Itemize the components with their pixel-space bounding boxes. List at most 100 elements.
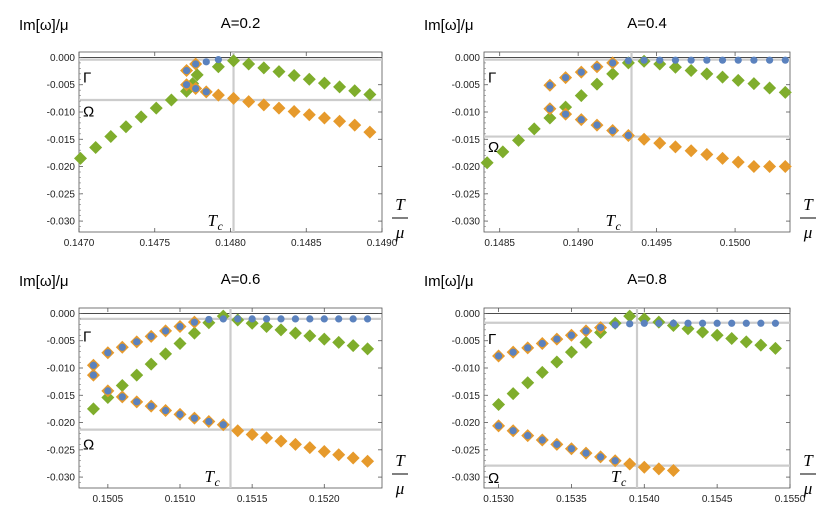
omega-label: Ω [83, 103, 94, 120]
green-diamond-point [716, 70, 730, 84]
green-diamond-point [74, 151, 88, 165]
blue-circle-point [609, 126, 617, 135]
green-diamond-point [130, 368, 144, 382]
x-axis-label: T [803, 451, 814, 470]
green-diamond-point [564, 345, 578, 359]
blue-circle-point [363, 315, 372, 323]
green-diamond-point [763, 81, 777, 95]
blue-circle-point [234, 315, 242, 323]
green-diamond-point [101, 390, 115, 404]
blue-circle-point [147, 402, 155, 410]
orange-diamond-point [700, 148, 714, 162]
gamma-label: Γ [83, 328, 91, 345]
blue-circle-point [509, 348, 517, 356]
y-tick-label: -0.015 [47, 135, 76, 146]
blue-circle-point [757, 319, 765, 327]
blue-circle-point [190, 414, 199, 422]
y-tick-label: -0.030 [47, 473, 76, 484]
green-diamond-point [115, 378, 129, 392]
blue-circle-point [176, 322, 184, 331]
x-tick-label: 0.1480 [215, 238, 246, 249]
plot-frame [78, 51, 383, 233]
blue-circle-point [611, 457, 619, 465]
green-diamond-point [288, 326, 302, 340]
x-tick-label: 0.1520 [309, 494, 340, 505]
blue-circle-point [713, 319, 721, 327]
y-tick-label: -0.010 [452, 108, 481, 119]
x-tick-label: 0.1485 [291, 238, 322, 249]
blue-circle-point [291, 315, 300, 323]
chart-panel-3: 0.000 -0.005 -0.010 -0.015 -0.020 -0.025 -0.03… [19, 271, 408, 505]
blue-circle-point [262, 315, 271, 323]
blue-circle-point [640, 56, 648, 64]
tc-label-subscript: c [215, 475, 221, 489]
green-diamond-point [480, 156, 494, 170]
chart-title: A=0.8 [627, 271, 667, 288]
blue-circle-point [718, 56, 727, 64]
blue-circle-point [640, 319, 648, 327]
x-tick-label: 0.1535 [556, 494, 587, 505]
green-diamond-point [104, 130, 118, 144]
y-axis-label: Im[ω]/μ [424, 273, 474, 290]
blue-circle-point [567, 331, 576, 339]
y-tick-label: -0.005 [47, 336, 76, 347]
y-tick-label: -0.005 [452, 336, 481, 347]
y-axis-label: Im[ω]/μ [19, 273, 69, 290]
x-tick-label: 0.1545 [702, 494, 733, 505]
y-tick-label: 0.000 [455, 309, 480, 320]
green-diamond-point [227, 54, 241, 68]
blue-circle-point [596, 324, 605, 332]
blue-circle-point [781, 56, 789, 64]
green-diamond-point [492, 398, 506, 412]
x-axis-label-denominator: μ [803, 223, 813, 242]
x-tick-label: 0.1490 [563, 238, 594, 249]
blue-circle-point [698, 319, 707, 327]
blue-circle-point [655, 319, 663, 327]
green-diamond-point [579, 335, 593, 349]
green-diamond-point [725, 332, 739, 346]
blue-circle-point [771, 319, 780, 327]
blue-circle-point [219, 315, 227, 323]
blue-circle-point [219, 421, 227, 429]
blue-circle-point [656, 56, 664, 64]
orange-diamond-point [260, 431, 274, 445]
y-tick-label: -0.020 [452, 162, 481, 173]
blue-circle-point [562, 74, 570, 82]
blue-circle-point [509, 427, 517, 435]
tc-label: T [606, 211, 617, 230]
green-diamond-point [144, 357, 158, 371]
blue-circle-point [562, 110, 570, 118]
orange-diamond-point [317, 111, 331, 125]
x-tick-label: 0.1530 [483, 494, 514, 505]
gamma-label: Γ [488, 331, 496, 348]
blue-circle-point [546, 105, 554, 113]
x-axis-label-denominator: μ [395, 223, 405, 242]
blue-circle-point [671, 56, 680, 64]
green-diamond-point [134, 110, 148, 124]
x-axis-label-denominator: μ [395, 479, 405, 498]
orange-diamond-point [333, 114, 347, 128]
x-axis-label: T [395, 195, 406, 214]
green-diamond-point [521, 376, 535, 390]
orange-diamond-point [684, 144, 698, 158]
blue-circle-point [609, 59, 617, 67]
green-diamond-point [710, 328, 724, 342]
blue-circle-point [118, 393, 126, 401]
green-diamond-point [623, 309, 637, 323]
orange-diamond-point [361, 454, 375, 468]
blue-circle-point [349, 315, 357, 323]
orange-diamond-point [763, 160, 777, 174]
x-tick-label: 0.1485 [484, 238, 515, 249]
green-diamond-point [731, 73, 745, 87]
y-tick-label: -0.030 [47, 217, 76, 228]
blue-circle-point [214, 56, 222, 64]
blue-circle-point [734, 56, 742, 64]
blue-circle-point [277, 315, 285, 323]
green-diamond-point [739, 335, 753, 349]
x-tick-label: 0.1505 [93, 494, 124, 505]
orange-diamond-point [637, 460, 651, 474]
y-tick-label: -0.015 [47, 391, 76, 402]
blue-circle-point [182, 81, 191, 89]
orange-diamond-point [231, 424, 245, 438]
